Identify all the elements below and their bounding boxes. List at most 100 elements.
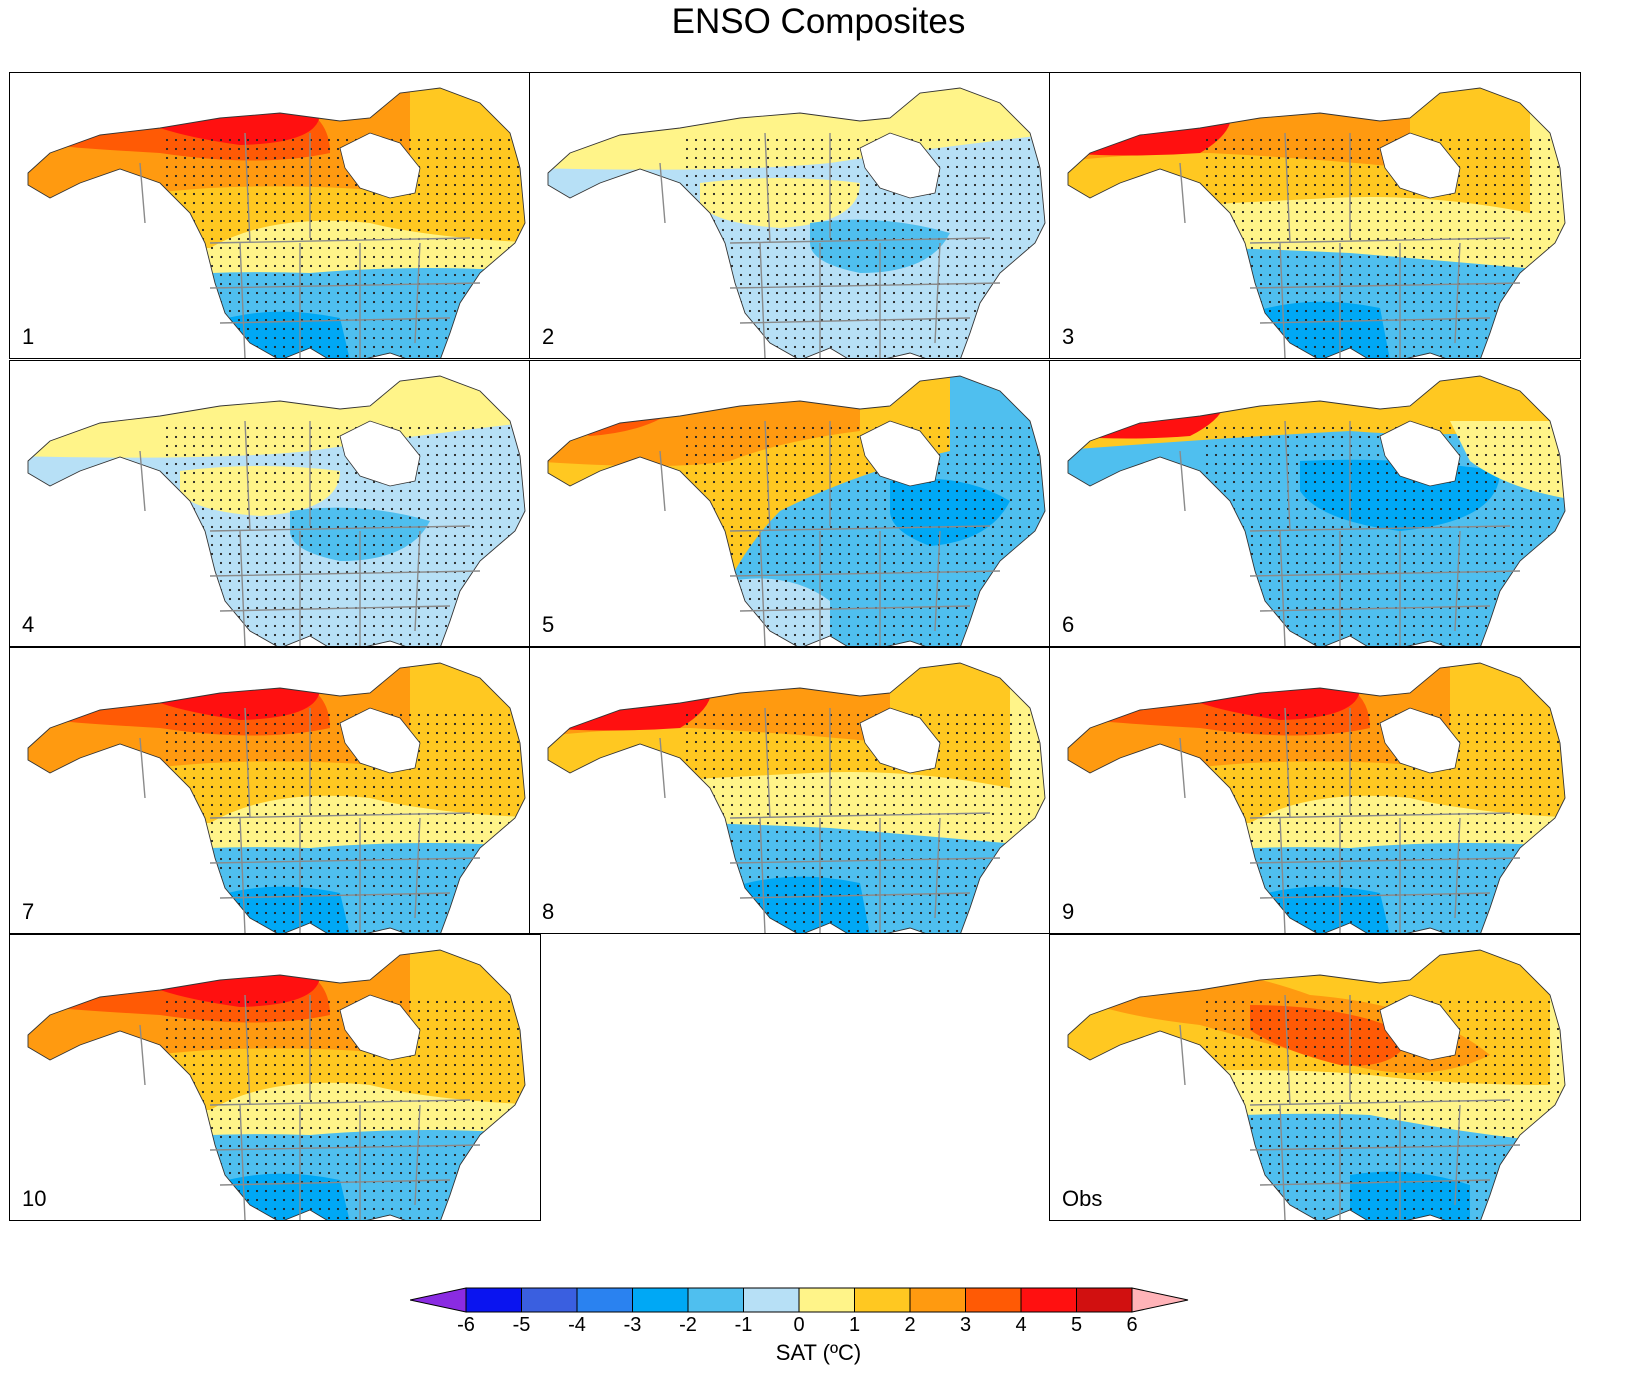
- hudson-bay: [1379, 420, 1461, 487]
- map-panel-6: 6: [1049, 360, 1581, 647]
- panel-label: Obs: [1062, 1186, 1103, 1211]
- panel-label: 9: [1062, 899, 1075, 924]
- political-borders: [659, 132, 1001, 358]
- coastline: [547, 87, 1046, 358]
- coastline: [1067, 662, 1566, 933]
- sat-anomaly-field: [28, 663, 525, 933]
- colorbar-tick-label: 5: [1070, 1314, 1083, 1336]
- anomaly-region: [1070, 382, 1160, 426]
- colorbar-bin: [687, 1287, 744, 1313]
- map-panel-10: 10: [9, 934, 541, 1221]
- colorbar-bin: [909, 1287, 966, 1313]
- colorbar-tick-label: -6: [457, 1314, 475, 1336]
- political-borders: [139, 994, 481, 1220]
- sat-anomaly-field: [28, 950, 525, 1220]
- anomaly-region: [590, 687, 625, 712]
- hudson-bay: [1379, 994, 1461, 1061]
- hudson-bay: [339, 132, 421, 199]
- hudson-bay: [859, 420, 941, 487]
- sat-anomaly-field: [1068, 663, 1565, 933]
- political-borders: [1179, 420, 1521, 646]
- political-borders: [1179, 132, 1521, 358]
- map-svg: [27, 662, 526, 933]
- colorbar-tick-label: 3: [959, 1314, 972, 1336]
- map-panel-obs: Obs: [1049, 934, 1581, 1221]
- colorbar-bin: [854, 1287, 911, 1313]
- sat-anomaly-field: [28, 376, 525, 646]
- map-panel-5: 5: [529, 360, 1061, 647]
- anomaly-region: [1110, 399, 1140, 419]
- colorbar-tick-label: -3: [623, 1314, 642, 1336]
- panel-label: 4: [22, 612, 35, 637]
- colorbar-title: SAT (ºC): [775, 1340, 862, 1365]
- colorbar-bin: [743, 1287, 800, 1313]
- colorbar-bin: [1020, 1287, 1077, 1313]
- map-panel-1: 1: [9, 72, 541, 359]
- colorbar-tick-label: 0: [793, 1314, 805, 1336]
- colorbar-bin: [465, 1287, 522, 1313]
- coastline: [27, 375, 526, 646]
- hudson-bay: [859, 707, 941, 774]
- map-panel-7: 7: [9, 647, 541, 934]
- panel-label: 8: [542, 899, 555, 924]
- coastline: [27, 949, 526, 1220]
- panel-label: 1: [22, 324, 35, 349]
- hudson-bay: [339, 707, 421, 774]
- colorbar-bin: [1076, 1287, 1133, 1313]
- colorbar-over-triangle: [1131, 1287, 1189, 1313]
- map-svg: [27, 87, 526, 358]
- political-borders: [1179, 707, 1521, 933]
- sat-anomaly-field: [548, 376, 1045, 646]
- coastline: [1067, 87, 1566, 358]
- colorbar-tick-label: 2: [904, 1314, 916, 1336]
- map-svg: [547, 662, 1046, 933]
- map-svg: [1067, 949, 1566, 1220]
- colorbar-bin: [632, 1287, 689, 1313]
- colorbar-tick-label: 4: [1015, 1314, 1027, 1336]
- colorbar-tick-label: 6: [1126, 1314, 1138, 1336]
- map-svg: [1067, 662, 1566, 933]
- panel-label: 3: [1062, 324, 1075, 349]
- colorbar-tick-label: -4: [568, 1314, 586, 1336]
- political-borders: [1179, 994, 1521, 1220]
- sat-anomaly-field: [1068, 950, 1565, 1220]
- sat-anomaly-field: [28, 88, 525, 358]
- sat-anomaly-field: [1068, 376, 1565, 646]
- political-borders: [659, 707, 1001, 933]
- coastline: [547, 375, 1046, 646]
- map-svg: [547, 87, 1046, 358]
- hudson-bay: [339, 994, 421, 1061]
- map-panel-3: 3: [1049, 72, 1581, 359]
- sat-anomaly-field: [548, 663, 1045, 933]
- colorbar: [410, 1287, 1189, 1313]
- hudson-bay: [339, 420, 421, 487]
- hudson-bay: [859, 132, 941, 199]
- colorbar-bin: [798, 1287, 855, 1313]
- map-panel-8: 8: [529, 647, 1061, 934]
- coastline: [27, 87, 526, 358]
- panel-label: 5: [542, 612, 555, 637]
- map-svg: [1067, 375, 1566, 646]
- map-panel-9: 9: [1049, 647, 1581, 934]
- colorbar-bin: [576, 1287, 633, 1313]
- anomaly-region: [548, 88, 780, 110]
- map-svg: [1067, 87, 1566, 358]
- anomaly-region: [28, 376, 260, 398]
- panel-label: 10: [22, 1186, 47, 1211]
- political-borders: [659, 420, 1001, 646]
- map-panel-4: 4: [9, 360, 541, 647]
- sat-anomaly-field: [1068, 88, 1565, 358]
- map-panel-2: 2: [529, 72, 1061, 359]
- colorbar-under-triangle: [410, 1287, 467, 1313]
- panel-label: 7: [22, 899, 35, 924]
- panel-label: 2: [542, 324, 555, 349]
- colorbar-bin: [521, 1287, 578, 1313]
- colorbar-tick-label: -5: [512, 1314, 531, 1336]
- political-borders: [139, 420, 481, 646]
- figure-title: ENSO Composites: [671, 2, 966, 41]
- political-borders: [139, 707, 481, 933]
- panel-label: 6: [1062, 612, 1075, 637]
- hudson-bay: [1379, 707, 1461, 774]
- coastline: [1067, 375, 1566, 646]
- coastline: [547, 662, 1046, 933]
